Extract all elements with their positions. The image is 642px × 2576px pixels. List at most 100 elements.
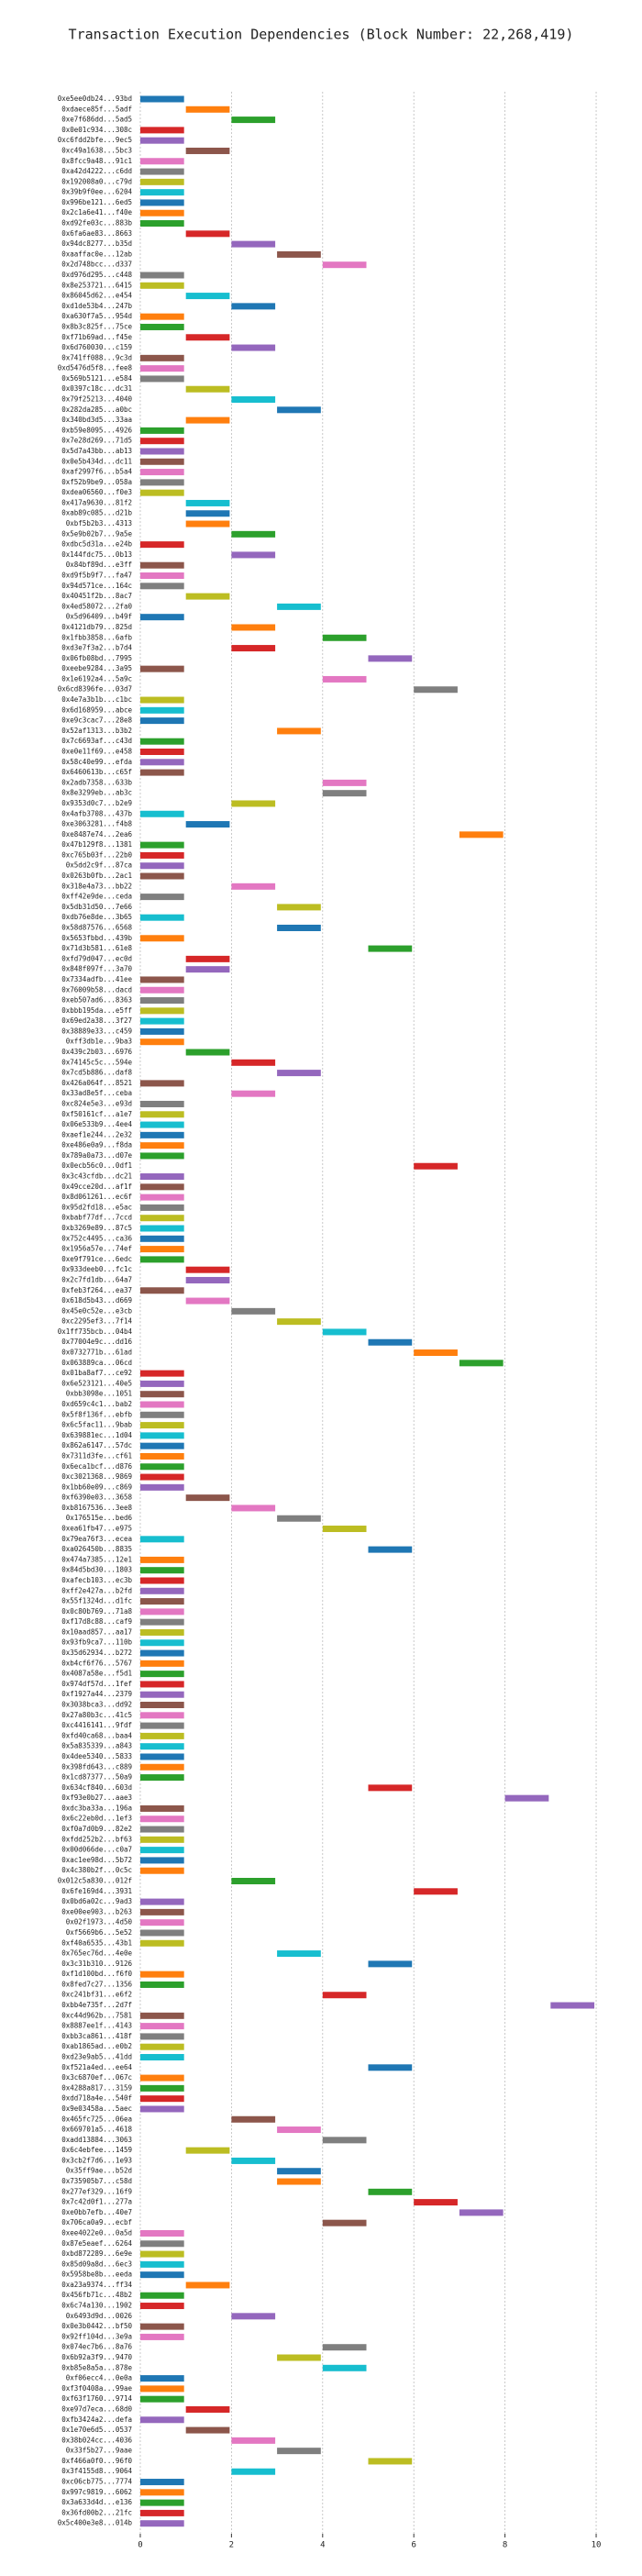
y-tick-label: 0xf40a6535...43b1 <box>61 1938 132 1947</box>
bar <box>139 2012 184 2019</box>
y-tick-label: 0xc06cb775...7774 <box>61 2478 132 2486</box>
y-tick-label: 0x765ec76d...4e0e <box>61 1949 132 1958</box>
y-tick-label: 0xc765b03f...22b0 <box>61 850 132 859</box>
bar <box>185 1276 230 1283</box>
y-tick-label: 0x3cb2f7d6...1e93 <box>61 2156 132 2164</box>
y-tick-label: 0xe9f791ce...6edc <box>61 1255 132 1263</box>
y-tick-label: 0x474a7385...12e1 <box>61 1555 132 1563</box>
bar <box>231 530 276 538</box>
y-tick-label: 0x706ca0a9...ecbf <box>61 2218 132 2226</box>
bar <box>550 2002 595 2009</box>
y-tick-label: 0x735905b7...c58d <box>61 2177 132 2185</box>
y-tick-label: 0x318e4a73...bb22 <box>61 882 132 890</box>
bar <box>139 759 184 766</box>
bar <box>139 1660 184 1667</box>
bar <box>277 727 321 735</box>
bar <box>139 1722 184 1729</box>
bar <box>231 2468 276 2475</box>
bar <box>277 1515 321 1522</box>
y-tick-label: 0xadd13884...3063 <box>61 2136 132 2144</box>
bar <box>185 2426 230 2434</box>
bar <box>139 1152 184 1160</box>
bar <box>185 1297 230 1305</box>
y-tick-label: 0xab89c085...d21b <box>61 509 132 517</box>
y-tick-label: 0xa630f7a5...954d <box>61 312 132 320</box>
y-tick-label: 0xa42d4222...c6dd <box>61 167 132 175</box>
y-tick-label: 0x0bd6a02c...9ad3 <box>61 1897 132 1905</box>
bar <box>322 2219 367 2226</box>
y-tick-label: 0x7e28d269...71d5 <box>61 437 132 445</box>
bar <box>231 1307 276 1315</box>
bar <box>459 2209 504 2216</box>
y-tick-label: 0x86045d62...e454 <box>61 292 132 300</box>
bar <box>231 396 276 404</box>
y-tick-label: 0x2c7fd1db...64a7 <box>61 1275 132 1283</box>
y-tick-label: 0x426a064f...8521 <box>61 1079 132 1087</box>
y-tick-label: 0x6493d9d...0026 <box>66 2312 133 2320</box>
bar <box>139 2395 184 2403</box>
bar <box>277 2448 321 2455</box>
bar <box>185 416 230 424</box>
bar <box>139 323 184 330</box>
bar <box>139 1898 184 1905</box>
bar <box>139 272 184 279</box>
y-tick-label: 0x71d3b581...61e8 <box>61 944 132 952</box>
bar <box>322 261 367 269</box>
bar <box>185 2282 230 2289</box>
bar <box>139 1442 184 1449</box>
y-tick-label: 0x7c6693af...c43d <box>61 737 132 745</box>
y-tick-label: 0xc3021368...9869 <box>61 1472 132 1481</box>
bar <box>139 448 184 455</box>
bar <box>139 1017 184 1025</box>
bar <box>185 1266 230 1273</box>
y-tick-label: 0xafecb103...ec3b <box>61 1576 132 1584</box>
y-tick-label: 0x1fbb3858...6afb <box>61 633 132 641</box>
bar <box>277 2354 321 2361</box>
y-tick-label: 0x277ef329...16f9 <box>61 2187 132 2195</box>
bar <box>139 489 184 496</box>
bar <box>139 1536 184 1543</box>
bar <box>277 924 321 931</box>
y-tick-label: 0x27a80b3c...41c5 <box>61 1711 132 1719</box>
bar <box>139 2023 184 2030</box>
bar <box>139 1753 184 1760</box>
y-tick-label: 0xb85e8a5a...878e <box>61 2363 132 2371</box>
y-tick-label: 0x76009b58...dacd <box>61 985 132 994</box>
bar <box>277 1318 321 1326</box>
y-tick-label: 0x01ba8af7...ce92 <box>61 1369 132 1377</box>
bar <box>139 1483 184 1491</box>
bar <box>139 841 184 849</box>
y-tick-label: 0xf06ecc4...0e0a <box>66 2374 132 2382</box>
bar <box>231 624 276 631</box>
bar <box>139 1173 184 1181</box>
y-tick-label: 0xe00ee903...b263 <box>61 1907 132 1915</box>
y-tick-label: 0xe3063281...f4b8 <box>61 820 132 828</box>
y-tick-label: 0x38b024cc...4036 <box>61 2436 132 2444</box>
y-tick-label: 0x639881ec...1d04 <box>61 1431 132 1439</box>
bar <box>231 2157 276 2164</box>
y-tick-label: 0xd976d295...c448 <box>61 271 132 279</box>
y-tick-label: 0x35d62934...b272 <box>61 1649 132 1657</box>
bar <box>139 2053 184 2060</box>
y-tick-label: 0x7311d3fe...cf61 <box>61 1451 132 1460</box>
bar <box>139 2271 184 2279</box>
bar <box>185 520 230 527</box>
bar <box>139 1225 184 1232</box>
y-tick-label: 0x06fb08bd...7995 <box>61 654 132 662</box>
y-tick-label: 0xfd40ca68...baa4 <box>61 1731 132 1739</box>
y-tick-label: 0x4afb3708...437b <box>61 809 132 817</box>
bar <box>277 406 321 414</box>
y-tick-label: 0x063889ca...06cd <box>61 1359 132 1367</box>
y-tick-label: 0xc49a1638...5bc3 <box>61 146 132 154</box>
bar <box>185 334 230 341</box>
x-tick-label: 0 <box>138 2541 142 2550</box>
y-tick-label: 0xe7f686dd...5ad5 <box>61 116 132 124</box>
y-tick-label: 0xf521a4ed...ee64 <box>61 2063 132 2071</box>
y-tick-label: 0x5d7a43bb...ab13 <box>61 447 132 455</box>
y-tick-label: 0xfeb3f264...ea37 <box>61 1286 132 1294</box>
bar <box>139 1577 184 1584</box>
bar <box>277 603 321 610</box>
bar <box>139 1908 184 1915</box>
bar <box>322 790 367 797</box>
bar <box>139 1204 184 1211</box>
